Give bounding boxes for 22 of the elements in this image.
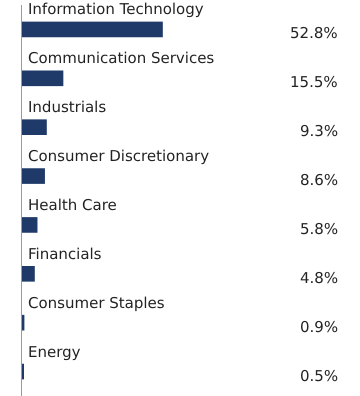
y-tick-label: Energy bbox=[28, 343, 81, 361]
y-tick-label: Financials bbox=[28, 245, 102, 263]
bar bbox=[22, 168, 45, 184]
data-label: 0.9% bbox=[300, 318, 338, 336]
y-tick-label: Information Technology bbox=[28, 0, 204, 18]
data-label: 52.8% bbox=[290, 24, 338, 42]
y-tick-label: Health Care bbox=[28, 196, 117, 214]
data-label: 15.5% bbox=[290, 73, 338, 91]
data-label: 0.5% bbox=[300, 367, 338, 385]
y-tick-label: Industrials bbox=[28, 98, 106, 116]
y-tick-label: Consumer Staples bbox=[28, 294, 165, 312]
bar bbox=[22, 217, 38, 233]
data-label: 9.3% bbox=[300, 122, 338, 140]
bar bbox=[22, 70, 64, 86]
y-tick-label: Communication Services bbox=[28, 49, 214, 67]
data-label: 5.8% bbox=[300, 220, 338, 238]
data-label: 4.8% bbox=[300, 269, 338, 287]
y-tick-label: Consumer Discretionary bbox=[28, 147, 210, 165]
bar bbox=[22, 22, 163, 38]
data-label: 8.6% bbox=[300, 171, 338, 189]
bar bbox=[22, 266, 35, 282]
bar bbox=[22, 119, 47, 136]
